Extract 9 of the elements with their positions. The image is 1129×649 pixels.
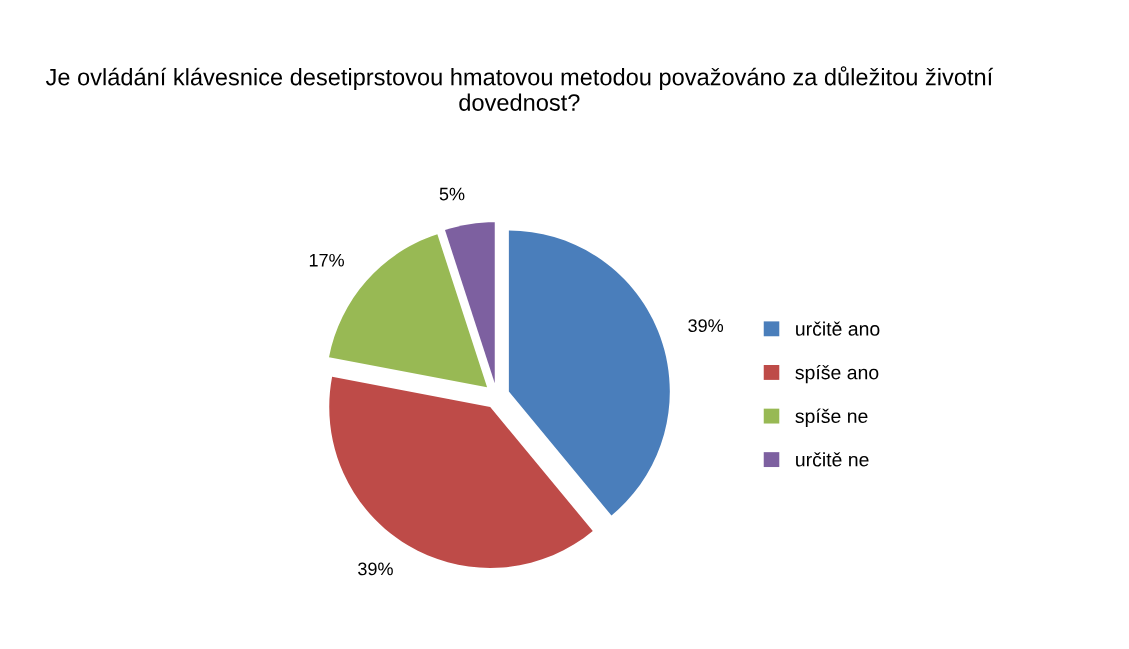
legend-label: spíše ano bbox=[795, 364, 879, 384]
chart-title: Je ovládání klávesnice desetiprstovou hmatovou metodou považováno za důležitou životní dovednost? bbox=[45, 66, 994, 111]
data-label: 5% bbox=[439, 187, 465, 201]
data-label: 17% bbox=[309, 253, 344, 267]
legend-label: určitě ano bbox=[796, 321, 880, 336]
data-label: 39% bbox=[688, 319, 724, 333]
legend-label: spíše ne bbox=[795, 408, 868, 427]
data-label: 39% bbox=[358, 562, 393, 576]
legend-label: určitě ne bbox=[796, 452, 869, 467]
